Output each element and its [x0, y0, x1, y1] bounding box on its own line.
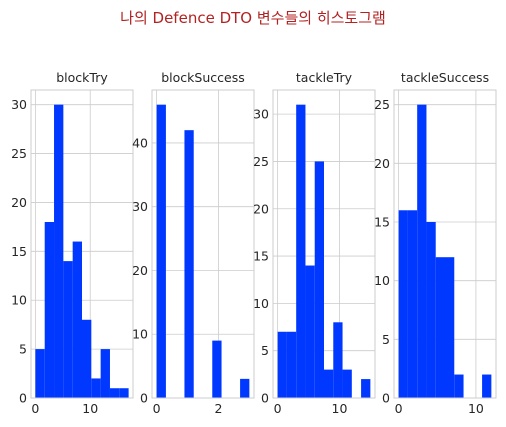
- histogram-bar: [35, 349, 45, 398]
- figure-title: 나의 Defence DTO 변수들의 히스토그램: [120, 9, 386, 27]
- y-tick-label: 20: [374, 156, 390, 171]
- y-tick-label: 10: [132, 327, 148, 342]
- y-tick-label: 0: [140, 391, 148, 406]
- histogram-bar: [305, 265, 315, 398]
- histogram-bar: [435, 257, 445, 398]
- y-tick-label: 30: [253, 107, 269, 122]
- y-tick-label: 25: [374, 97, 390, 112]
- y-tick-label: 10: [253, 296, 269, 311]
- x-tick-label: 10: [82, 401, 98, 416]
- x-tick-label: 10: [468, 401, 484, 416]
- y-tick-label: 25: [11, 146, 27, 161]
- histogram-bar: [286, 331, 297, 398]
- x-tick-label: 0: [395, 401, 403, 416]
- histogram-bar: [54, 104, 64, 399]
- y-tick-label: 20: [11, 195, 27, 210]
- y-tick-label: 30: [11, 97, 27, 112]
- histogram-bar: [91, 378, 101, 398]
- subplot-tackleSuccess: tackleSuccess 0 5 10 15 20 25 0 10: [374, 70, 497, 416]
- axes-frame: [30, 89, 134, 399]
- subplot-blockSuccess: blockSuccess 0 10 20 30 40 0 2: [132, 70, 255, 416]
- y-tick-label: 40: [132, 135, 148, 150]
- y-tick-label: 0: [382, 391, 390, 406]
- histogram-bar: [398, 210, 408, 398]
- histogram-bar: [63, 261, 73, 398]
- histogram-bar: [277, 331, 287, 398]
- axes-frame: [272, 89, 376, 399]
- histogram-bar: [445, 257, 455, 398]
- y-tick-label: 0: [261, 391, 269, 406]
- histogram-bar: [156, 104, 166, 399]
- y-tick-label: 15: [253, 249, 269, 264]
- y-tick-label: 30: [132, 199, 148, 214]
- y-tick-label: 5: [19, 342, 27, 357]
- axes-frame: [151, 89, 255, 399]
- y-tick-label: 10: [374, 273, 390, 288]
- x-tick-label: 0: [153, 401, 161, 416]
- subplot-title: blockTry: [56, 70, 108, 85]
- histogram-bar: [119, 388, 129, 398]
- histogram-bar: [417, 104, 427, 399]
- y-tick-label: 20: [132, 263, 148, 278]
- subplot-tackleTry: tackleTry 0 5 10 15 20 25 30 0 10: [253, 70, 376, 416]
- histogram-bar: [100, 349, 110, 398]
- x-tick-label: 0: [31, 401, 39, 416]
- axes-frame: [393, 89, 497, 399]
- y-tick-label: 15: [374, 215, 390, 230]
- histogram-bar: [240, 378, 250, 398]
- y-tick-label: 10: [11, 293, 27, 308]
- x-tick-label: 0: [274, 401, 282, 416]
- histogram-bar: [184, 130, 194, 398]
- subplot-title: tackleSuccess: [401, 70, 489, 85]
- y-tick-label: 0: [19, 391, 27, 406]
- y-tick-label: 25: [253, 154, 269, 169]
- histogram-bar: [454, 374, 464, 398]
- subplot-blockTry: blockTry 0 5 10 15 20 25 30 0 10: [11, 70, 134, 416]
- y-tick-label: 5: [261, 343, 269, 358]
- y-tick-label: 15: [11, 244, 27, 259]
- x-tick-label: 10: [332, 401, 348, 416]
- subplot-title: blockSuccess: [161, 70, 244, 85]
- histogram-bar: [314, 161, 324, 398]
- y-tick-label: 20: [253, 201, 269, 216]
- histogram-bar: [296, 104, 306, 399]
- subplot-title: tackleTry: [296, 70, 353, 85]
- histogram-bar: [44, 222, 55, 398]
- y-tick-label: 5: [382, 332, 390, 347]
- histogram-bar: [426, 222, 436, 398]
- histogram-bar: [324, 369, 334, 398]
- histogram-bar: [407, 210, 418, 398]
- histogram-bar: [342, 369, 352, 398]
- histogram-bar: [361, 379, 371, 398]
- x-tick-label: 2: [214, 401, 222, 416]
- histogram-bar: [109, 388, 120, 398]
- histogram-bar: [333, 322, 343, 398]
- histogram-bar: [212, 340, 222, 398]
- histogram-bar: [82, 319, 92, 398]
- histogram-bar: [482, 374, 492, 398]
- histogram-bar: [72, 241, 82, 398]
